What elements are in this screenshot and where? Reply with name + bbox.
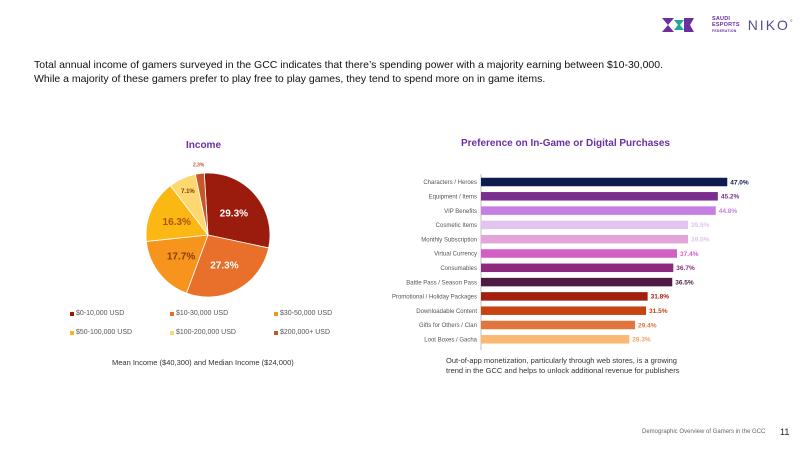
niko-logo: NIKO° (748, 17, 795, 33)
logo-org-line1: SAUDI (712, 16, 731, 22)
bar (481, 292, 648, 301)
bar-category-label: Consumables (440, 266, 477, 272)
pie-slice (145, 185, 209, 242)
logo-org-text: SAUDI ESPORTS FEDERATION (712, 16, 740, 34)
bar-category-label: Virtual Currency (434, 252, 477, 258)
bar-value-label: 31.8% (651, 294, 670, 301)
bar-category-label: Equipment / Items (429, 195, 477, 201)
bar-category-label: Gifts for Others / Clan (419, 323, 477, 329)
preference-chart-title: Preference on In-Game or Digital Purchas… (461, 138, 670, 149)
legend-label: $200,000+ USD (280, 329, 331, 336)
bar (481, 335, 630, 344)
intro-line-2: While a majority of these gamers prefer … (34, 73, 546, 85)
niko-logo-text: NIKO (747, 17, 790, 33)
bar-value-label: 44.8% (719, 208, 738, 215)
pie-slice-label: 16.3% (163, 217, 191, 228)
income-pie-chart: 29.3% 27.3% 17.7% 16.3% 7.1% 2.3% (145, 163, 271, 298)
legend-swatch (170, 330, 174, 335)
bar-value-label: 37.4% (680, 251, 699, 258)
bar (481, 320, 636, 330)
bar-value-label: 36.5% (675, 279, 694, 286)
pie-slice-label: 27.3% (210, 260, 238, 271)
saudi-esports-logo-icon (662, 18, 694, 32)
legend-swatch (70, 311, 74, 316)
bar-category-label: Cosmetic Items (436, 223, 477, 229)
bar-category-label: Promotional / Holiday Packages (392, 295, 477, 301)
bar-value-label: 29.4% (638, 322, 657, 329)
pie-slice (194, 172, 209, 236)
niko-logo-mark: ° (789, 19, 795, 27)
bar-value-label: 39.5% (691, 237, 710, 244)
bar (481, 277, 673, 287)
bar-value-label: 28.3% (632, 337, 651, 344)
legend-swatch (274, 311, 278, 316)
legend-swatch (70, 330, 74, 335)
bar-value-label: 39.5% (691, 222, 710, 229)
header-logo: SAUDI ESPORTS FEDERATION NIKO° (660, 12, 795, 38)
pie-slice-label: 2.3% (193, 163, 205, 169)
bar-value-label: 45.2% (721, 194, 740, 201)
bar (481, 206, 716, 215)
legend-label: $0-10,000 USD (76, 310, 125, 317)
legend-swatch (170, 311, 174, 316)
bar-category-label: Loot Boxes / Gacha (424, 338, 477, 344)
income-chart-title: Income (186, 140, 222, 151)
footer-text: Demographic Overview of Gamers in the GC… (642, 429, 766, 435)
bar-category-label: Monthly Subscription (421, 237, 477, 243)
page-number: 11 (780, 427, 790, 437)
bar (481, 234, 688, 244)
pie-slice-label: 7.1% (181, 189, 195, 195)
bar-category-label: VIP Benefits (444, 209, 477, 215)
bar-category-label: Battle Pass / Season Pass (406, 280, 477, 286)
pie-slice (203, 172, 271, 249)
intro-text: Total annual income of gamers surveyed i… (34, 58, 734, 86)
legend-item: $0-10,000 USD (70, 310, 124, 317)
legend-item: $200,000+ USD (274, 329, 330, 336)
legend-label: $50-100,000 USD (76, 329, 133, 336)
bar (481, 192, 718, 201)
intro-line-1: Total annual income of gamers surveyed i… (34, 59, 664, 71)
bar-value-label: 31.5% (649, 308, 668, 315)
legend-item: $10-30,000 USD (170, 310, 228, 317)
bar (481, 249, 677, 258)
preference-bar-chart: Characters / Heroes 47.0% Equipment / Item… (392, 174, 749, 350)
logo-org-line3: FEDERATION (712, 29, 737, 33)
pie-slice-label: 17.7% (167, 251, 195, 262)
preference-note-line-1: Out-of-app monetization, particularly th… (446, 356, 677, 365)
bar (481, 177, 728, 187)
bar (481, 306, 647, 315)
legend-label: $10-30,000 USD (176, 310, 229, 317)
preference-note: Out-of-app monetization, particularly th… (446, 356, 706, 376)
bar (481, 220, 688, 230)
bar-value-label: 47.0% (730, 179, 749, 186)
pie-slice-label: 29.3% (220, 208, 248, 219)
legend-label: $30-50,000 USD (280, 310, 333, 317)
legend-label: $100-200,000 USD (176, 329, 236, 336)
income-mean-median-note: Mean Income ($40,300) and Median Income … (112, 358, 294, 367)
legend-item: $30-50,000 USD (274, 310, 332, 317)
preference-note-line-2: trend in the GCC and helps to unlock add… (446, 366, 680, 375)
pie-slice (185, 234, 270, 298)
bar (481, 263, 674, 273)
legend-item: $50-100,000 USD (70, 329, 132, 336)
bar-category-label: Characters / Heroes (423, 180, 477, 186)
legend-swatch (274, 330, 278, 335)
pie-slice (145, 234, 209, 294)
bar-value-label: 36.7% (676, 265, 695, 272)
bar-category-label: Downloadable Content (416, 309, 477, 315)
legend-item: $100-200,000 USD (170, 329, 236, 336)
logo-org-line2: ESPORTS (712, 22, 740, 28)
